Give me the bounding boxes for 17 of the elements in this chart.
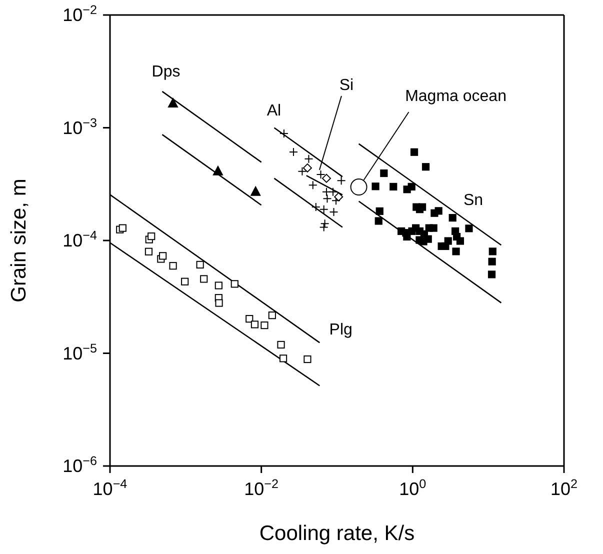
series-label: Dps bbox=[152, 64, 180, 81]
series-label: Al bbox=[266, 102, 282, 120]
y-tick-label: 10$^{−2}$ bbox=[62, 3, 97, 25]
x-tick-label: 10$^{−2}$ bbox=[244, 477, 279, 499]
x-axis-title: Cooling rate, K/s bbox=[259, 522, 415, 545]
y-tick-label: 10$^{−4}$ bbox=[62, 228, 97, 250]
y-tick-label: 10$^{−3}$ bbox=[62, 116, 97, 138]
text: Si bbox=[339, 76, 354, 94]
y-tick-label: 10$^{−5}$ bbox=[62, 341, 97, 364]
y-axis-title: Grain size, m bbox=[7, 178, 30, 302]
series-label: Sn bbox=[463, 192, 484, 210]
x-tick-label: 10$^{−4}$ bbox=[92, 477, 128, 499]
y-tick-label: 10$^{−6}$ bbox=[62, 454, 97, 476]
x-tick-label: 10$^{0}$ bbox=[399, 477, 426, 499]
series-label: Plg bbox=[329, 322, 352, 339]
text: Magma ocean bbox=[405, 88, 506, 106]
x-tick-label: 10$^{2}$ bbox=[550, 477, 578, 499]
